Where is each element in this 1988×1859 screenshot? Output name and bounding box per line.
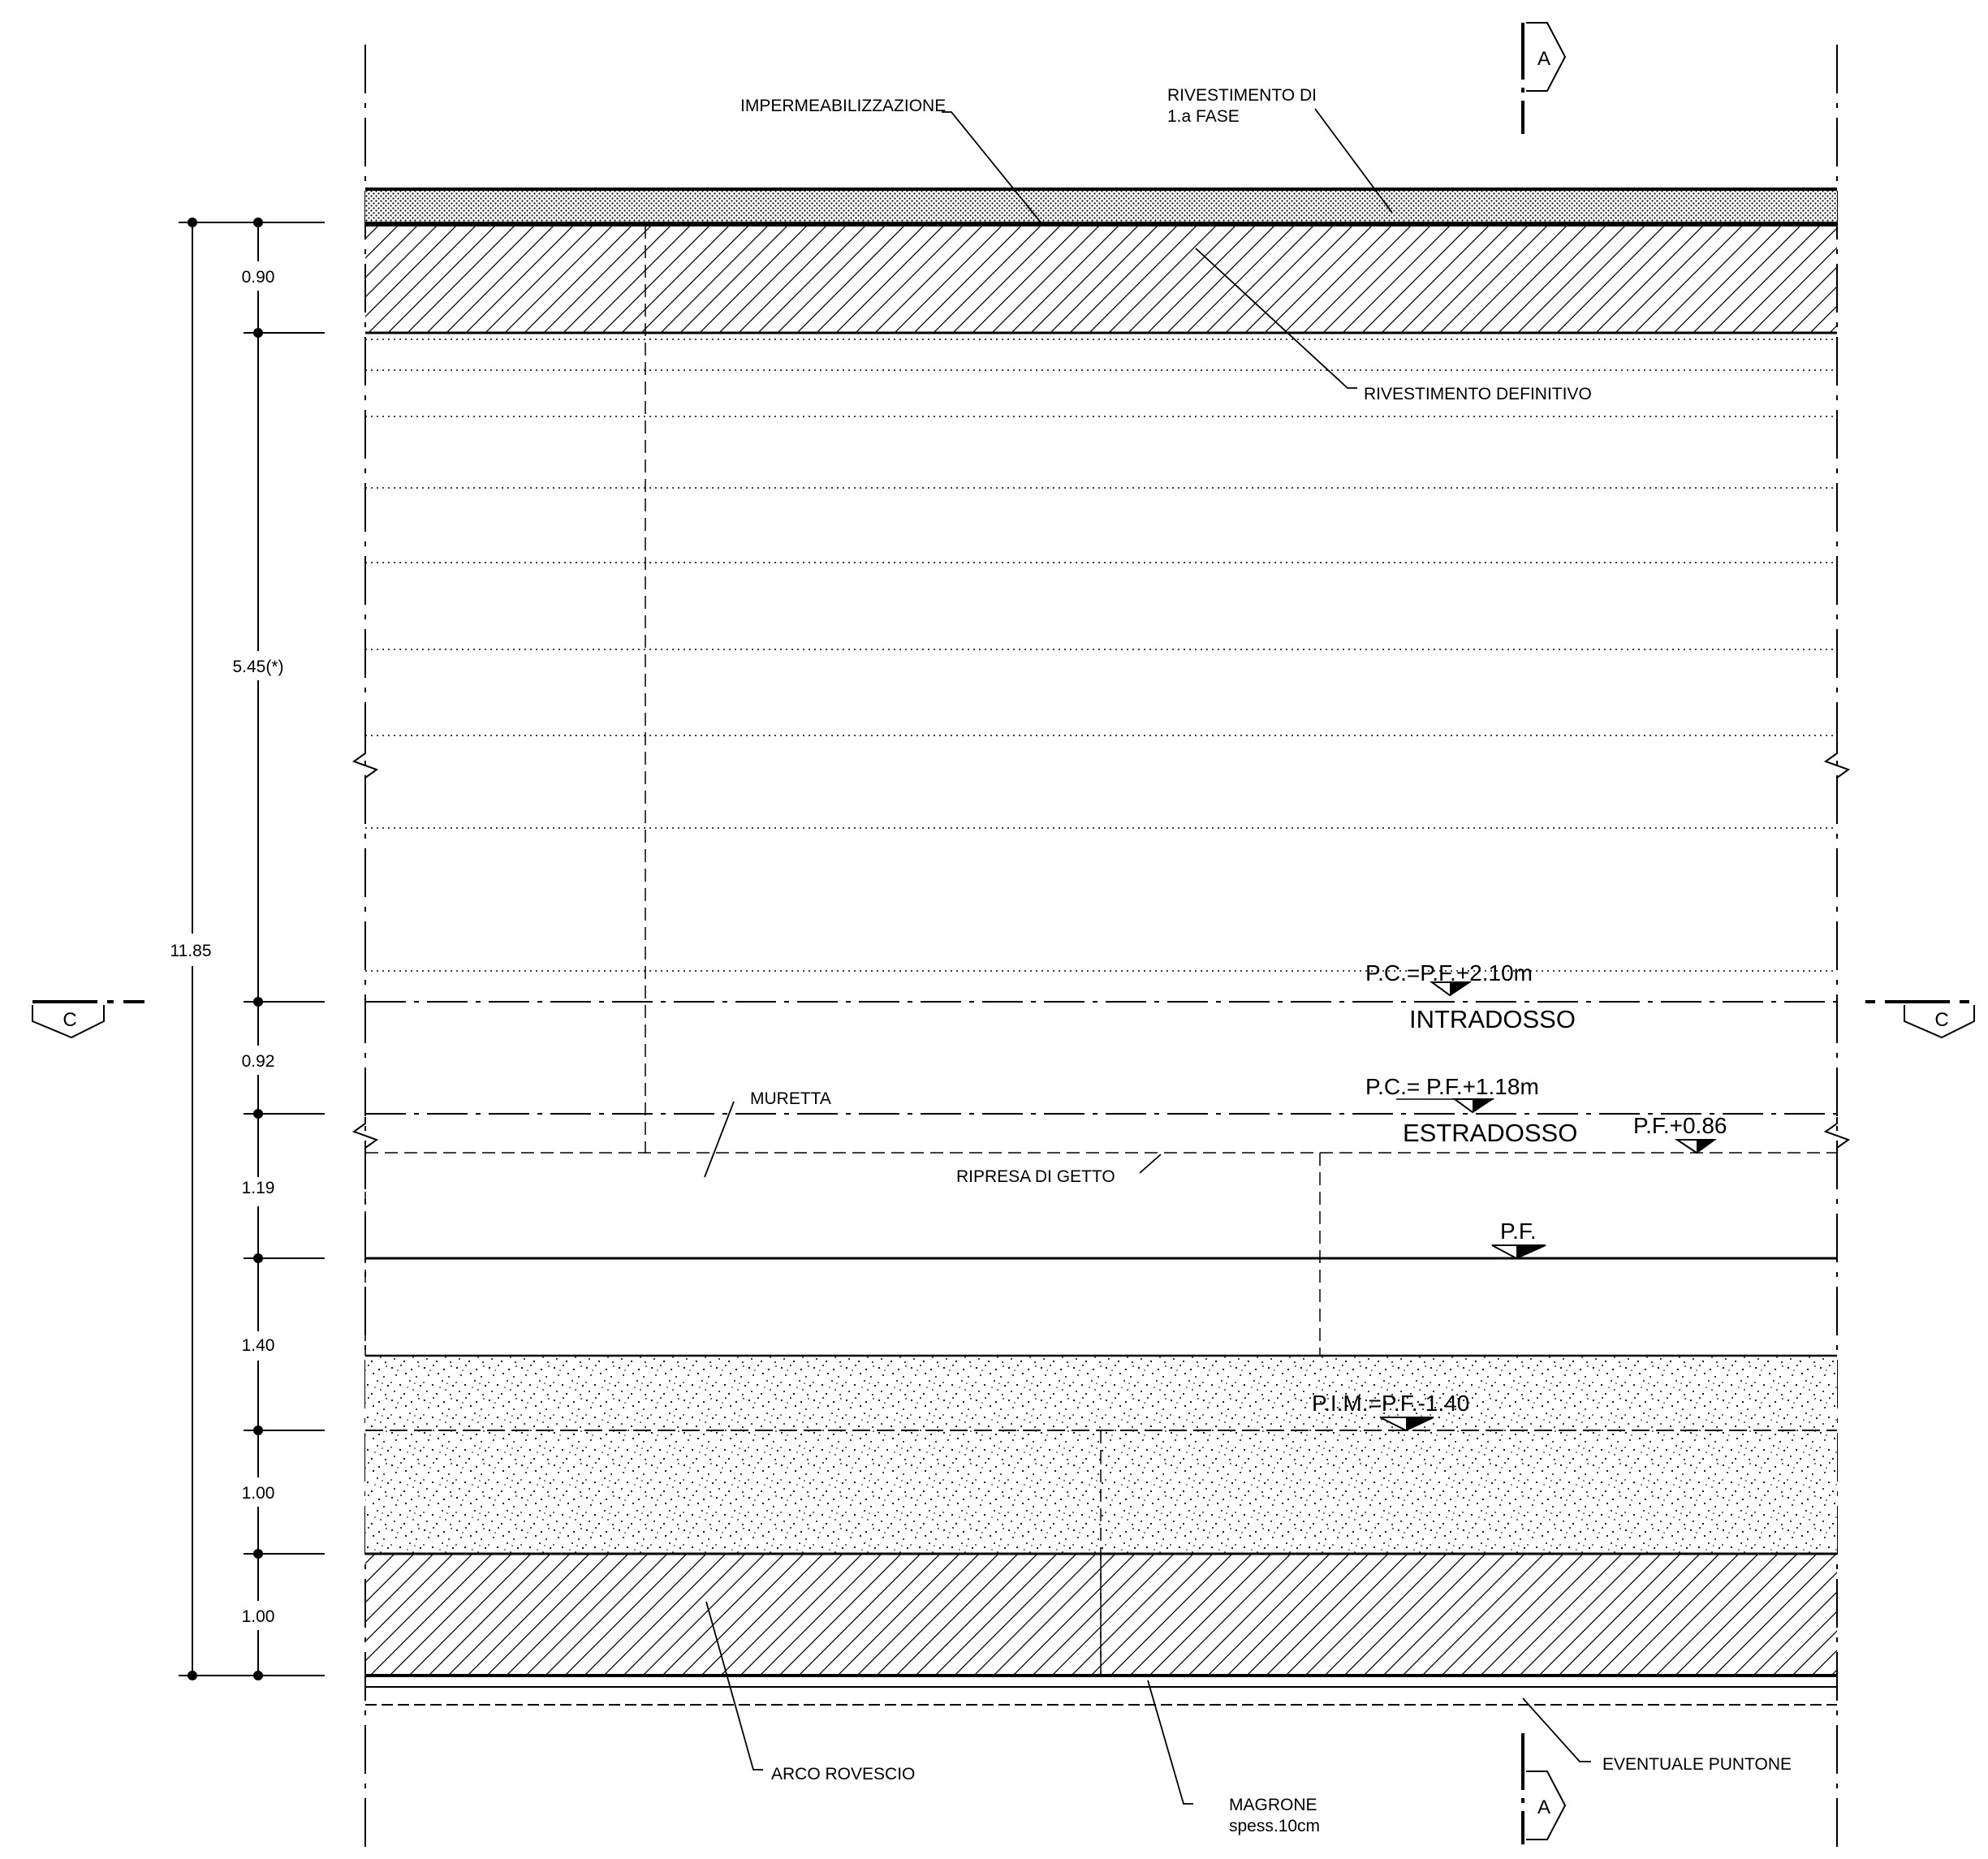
arco-rovescio-layer — [365, 1552, 1837, 1677]
section-label-a-bottom: A — [1537, 1796, 1550, 1818]
label-impermeabilizzazione: IMPERMEABILIZZAZIONE — [740, 97, 946, 115]
break-mark-right-upper — [1823, 747, 1851, 784]
dim-d1: 0.90 — [242, 268, 275, 287]
level-intradosso: INTRADOSSO — [1409, 1005, 1576, 1033]
label-magrone-2: spess.10cm — [1229, 1817, 1320, 1835]
dim-d6: 1.00 — [242, 1484, 275, 1503]
label-rivestimento-prima-fase-2: 1.a FASE — [1167, 107, 1240, 126]
dim-d7: 1.00 — [242, 1607, 275, 1626]
dim-d2: 5.45(*) — [232, 658, 283, 676]
break-mark-left-lower — [351, 1117, 379, 1154]
level-markers — [1379, 981, 1718, 1432]
ripresa-di-getto-outline — [364, 1152, 1837, 1430]
section-marker-c-right: C — [1865, 1000, 1977, 1039]
section-label-c-right: C — [1934, 1009, 1948, 1031]
level-pf-plus: P.F.+0.86 — [1633, 1113, 1727, 1138]
section-marker-c-left: C — [32, 1000, 144, 1039]
label-rivestimento-definitivo: RIVESTIMENTO DEFINITIVO — [1364, 385, 1592, 403]
label-arco-rovescio: ARCO ROVESCIO — [771, 1765, 915, 1784]
level-estradosso: ESTRADOSSO — [1403, 1119, 1577, 1147]
section-marker-a-bottom: A — [1521, 1733, 1567, 1844]
rivestimento-definitivo-layer — [365, 225, 1837, 334]
section-label-a-top: A — [1537, 48, 1550, 70]
dimension-chain: 11.85 0.90 5.45(*) 0.92 1.19 1.40 1.00 1… — [154, 218, 325, 1680]
level-pc-estradosso: P.C.= P.F.+1.18m — [1365, 1074, 1539, 1099]
break-mark-right-lower — [1823, 1117, 1851, 1154]
label-ripresa-di-getto: RIPRESA DI GETTO — [956, 1167, 1115, 1186]
dim-total: 11.85 — [170, 942, 212, 960]
riempimento-layer — [365, 1354, 1837, 1676]
label-rivestimento-prima-fase-1: RIVESTIMENTO DI — [1167, 86, 1317, 105]
dim-d5: 1.40 — [242, 1336, 275, 1355]
dim-d3: 0.92 — [242, 1052, 275, 1071]
level-pim: P.I.M.=P.F.-1.40 — [1312, 1391, 1469, 1416]
level-pf: P.F. — [1500, 1218, 1537, 1244]
wall-dotted-lines — [365, 339, 1837, 972]
label-muretta: MURETTA — [750, 1089, 831, 1108]
impermeabilizzazione-layer — [365, 188, 1837, 225]
magrone-layer — [365, 1686, 1837, 1706]
section-label-c-left: C — [63, 1009, 76, 1031]
leader-lines — [704, 108, 1591, 1805]
label-magrone-1: MAGRONE — [1229, 1796, 1317, 1814]
section-marker-a-top: A — [1521, 22, 1567, 134]
label-eventuale-puntone: EVENTUALE PUNTONE — [1602, 1755, 1792, 1774]
dim-d4: 1.19 — [242, 1179, 275, 1197]
break-mark-left-upper — [351, 747, 379, 784]
level-pc-intradosso: P.C.=P.F.+2.10m — [1365, 960, 1533, 986]
